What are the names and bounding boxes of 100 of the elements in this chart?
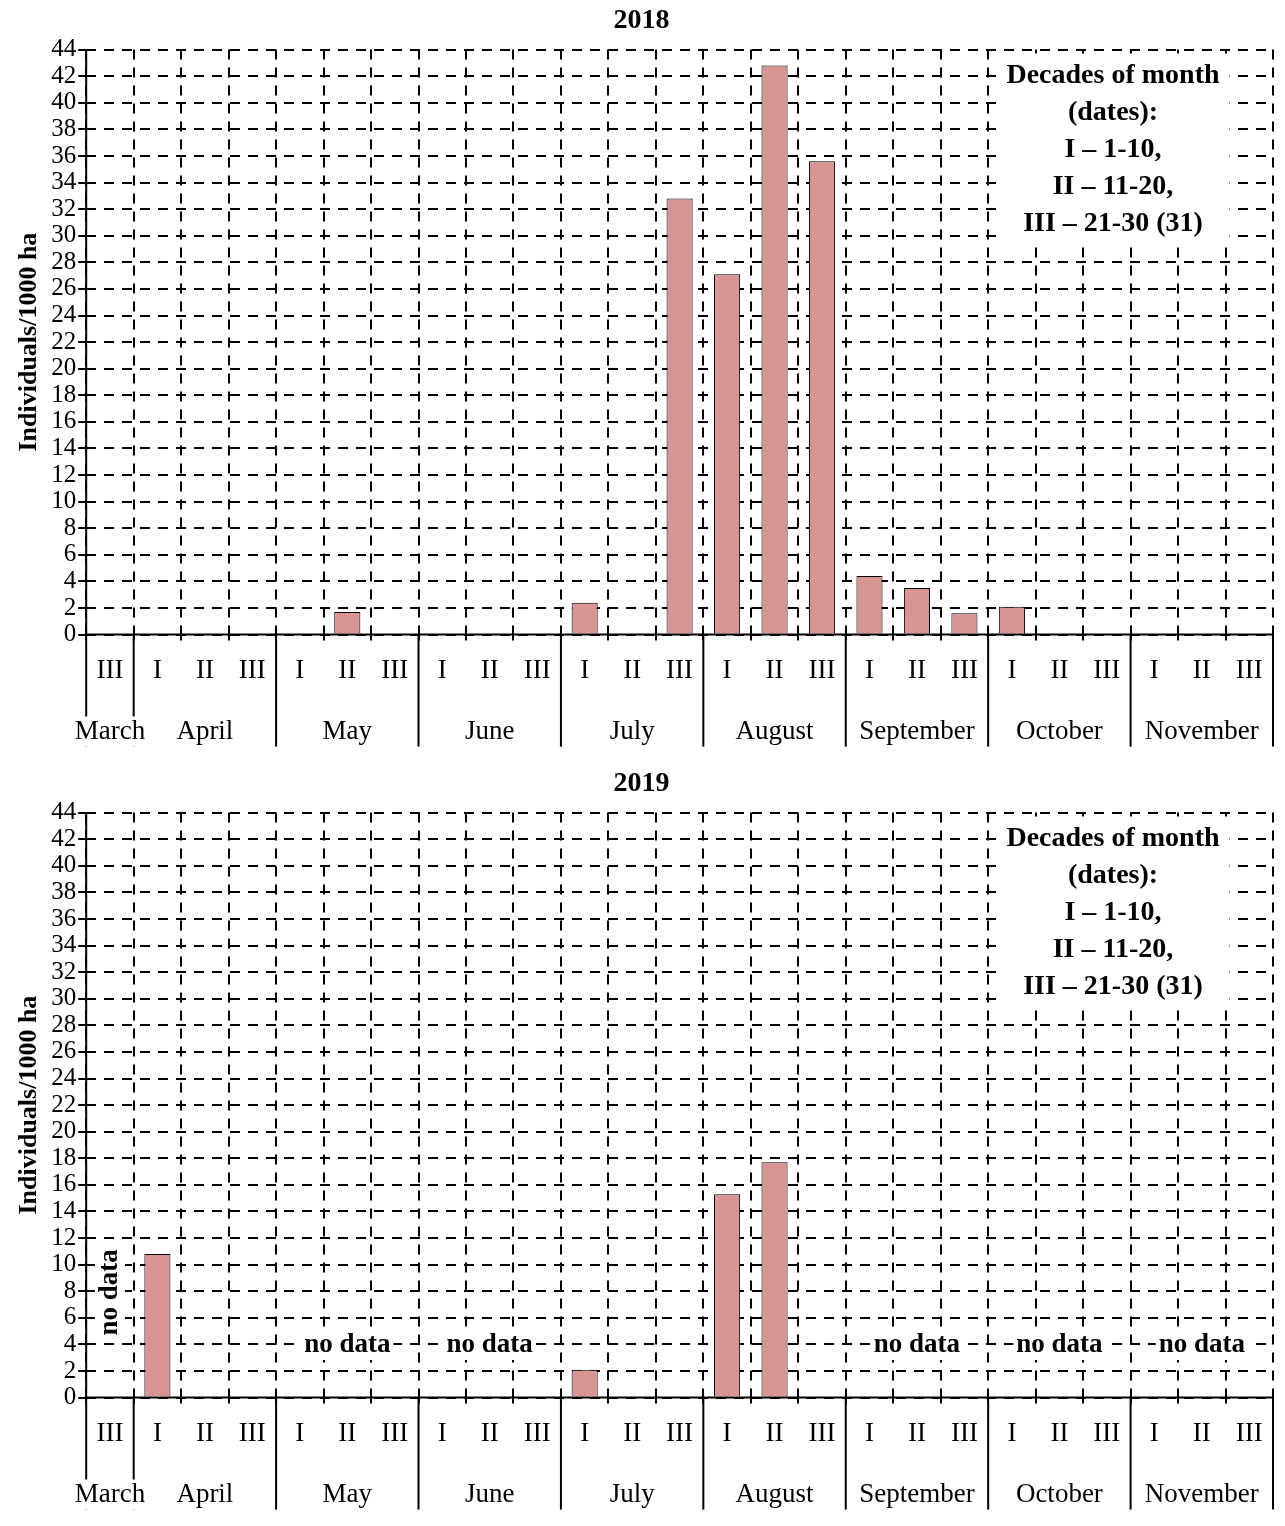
x-tick-label: I: [152, 653, 162, 684]
x-tick-label: III: [381, 1416, 409, 1447]
y-tick-label: 12: [51, 1222, 77, 1250]
x-tick-label: III: [1235, 653, 1263, 684]
x-tick-label: I: [722, 653, 732, 684]
x-tick-label: I: [437, 653, 447, 684]
y-tick-label: 44: [51, 34, 77, 62]
y-tick-label: 8: [63, 512, 77, 540]
x-tick-label: III: [1093, 653, 1121, 684]
y-tick-label: 6: [63, 1302, 77, 1330]
y-tick-label: 30: [51, 983, 77, 1011]
x-tick-label: III: [523, 653, 551, 684]
x-tick-label: III: [96, 653, 124, 684]
x-tick-label: III: [1093, 1416, 1121, 1447]
y-tick-label: 40: [51, 87, 77, 115]
x-tick-label: I: [580, 1416, 590, 1447]
text: August: [735, 714, 815, 745]
x-tick-label: I: [1007, 1416, 1017, 1447]
text: June: [464, 714, 515, 745]
y-tick-label: 14: [51, 1196, 77, 1224]
text: November: [1144, 1477, 1259, 1508]
annotation: no data: [304, 1327, 391, 1358]
x-tick-label: III: [238, 653, 266, 684]
x-tick-label: I: [295, 653, 305, 684]
x-tick-label: II: [907, 1416, 926, 1447]
y-tick-label: 14: [51, 433, 77, 461]
y-axis-title: Individuals/1000 ha: [13, 995, 43, 1215]
y-tick-label: 24: [51, 1063, 77, 1091]
x-tick-label: I: [437, 1416, 447, 1447]
y-tick-label: 20: [51, 353, 77, 381]
annotation: no data: [446, 1327, 534, 1358]
y-tick-label: 32: [51, 956, 77, 984]
x-tick-label: II: [338, 653, 357, 684]
text: March: [74, 1477, 146, 1508]
y-tick-label: 8: [63, 1275, 77, 1303]
x-tick-label: I: [1007, 653, 1017, 684]
y-tick-label: 16: [51, 1169, 77, 1197]
y-tick-label: 20: [51, 1116, 77, 1144]
y-tick-label: 18: [51, 379, 77, 407]
x-tick-label: II: [623, 1416, 642, 1447]
x-tick-label: III: [666, 1416, 694, 1447]
x-tick-label: I: [1149, 1416, 1159, 1447]
x-tick-label: I: [864, 1416, 874, 1447]
x-tick-label: II: [765, 653, 784, 684]
y-tick-label: 42: [51, 60, 77, 88]
x-tick-label: I: [580, 653, 590, 684]
x-tick-label: II: [338, 1416, 357, 1447]
x-tick-label: III: [950, 653, 978, 684]
chart-title: 2018: [613, 3, 670, 35]
y-tick-label: 38: [51, 876, 77, 904]
y-tick-label: 0: [63, 1382, 77, 1410]
y-tick-label: 30: [51, 220, 77, 248]
text: September: [859, 1477, 975, 1508]
x-tick-label: II: [1050, 653, 1069, 684]
x-tick-label: II: [1192, 653, 1211, 684]
text: August: [735, 1477, 815, 1508]
annotation: no data: [1158, 1327, 1246, 1358]
y-tick-label: 12: [51, 459, 77, 487]
x-tick-label: II: [907, 653, 926, 684]
y-tick-label: 32: [51, 193, 77, 221]
text: April: [176, 1477, 234, 1508]
annotation: no data: [1016, 1327, 1104, 1358]
annotation: no data: [92, 1248, 123, 1336]
x-tick-label: II: [765, 1416, 784, 1447]
annotation: no data: [873, 1327, 961, 1358]
y-tick-label: 0: [63, 619, 77, 647]
y-tick-label: 42: [51, 823, 77, 851]
x-tick-label: III: [238, 1416, 266, 1447]
text: October: [1015, 1477, 1103, 1508]
y-tick-label: 10: [51, 486, 77, 514]
text: March: [74, 714, 146, 745]
y-tick-label: 22: [51, 1089, 77, 1117]
text: November: [1144, 714, 1259, 745]
y-tick-label: 4: [63, 1328, 77, 1356]
annotation: Decades of month (dates): I – 1-10, II – 11-20, III – 21-30 (31): [1006, 58, 1220, 238]
y-tick-label: 4: [63, 565, 77, 593]
y-tick-label: 36: [51, 903, 77, 931]
text: May: [322, 714, 373, 745]
x-tick-label: III: [808, 653, 836, 684]
chart-title: 2019: [613, 766, 670, 798]
x-tick-label: I: [722, 1416, 732, 1447]
x-tick-label: II: [623, 653, 642, 684]
y-tick-label: 26: [51, 1036, 77, 1064]
y-tick-label: 28: [51, 1009, 77, 1037]
text: July: [609, 1477, 656, 1508]
y-tick-label: 24: [51, 300, 77, 328]
x-tick-label: III: [523, 1416, 551, 1447]
annotation: Decades of month (dates): I – 1-10, II – 11-20, III – 21-30 (31): [1006, 821, 1220, 1001]
x-tick-label: III: [96, 1416, 124, 1447]
text: June: [464, 1477, 515, 1508]
x-tick-label: I: [1149, 653, 1159, 684]
y-tick-label: 38: [51, 113, 77, 141]
y-tick-label: 28: [51, 246, 77, 274]
y-tick-label: 16: [51, 406, 77, 434]
text: May: [322, 1477, 373, 1508]
text: July: [609, 714, 656, 745]
y-tick-label: 2: [63, 592, 77, 620]
y-tick-label: 22: [51, 326, 77, 354]
x-tick-label: II: [480, 1416, 499, 1447]
x-tick-label: III: [808, 1416, 836, 1447]
